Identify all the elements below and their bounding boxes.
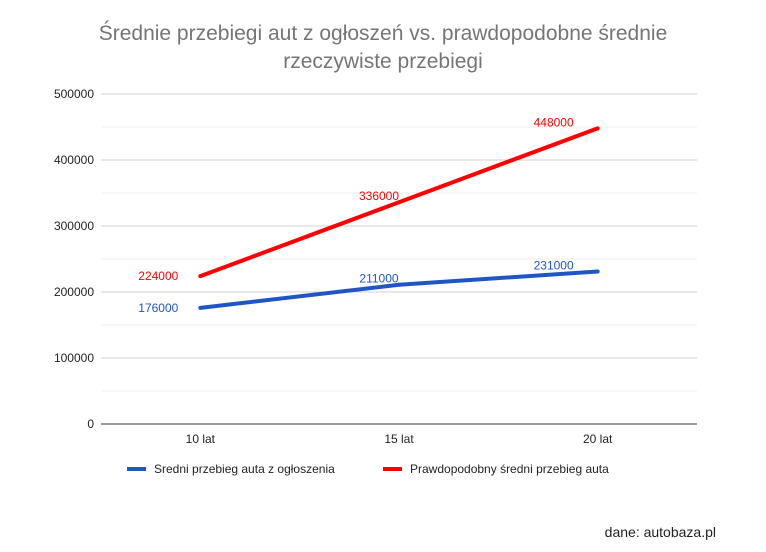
data-label: 224000 <box>138 269 178 283</box>
data-point <box>595 126 600 131</box>
data-point <box>198 274 203 279</box>
series-line <box>200 269 598 310</box>
data-label: 336000 <box>359 189 399 203</box>
y-tick-label: 300000 <box>54 219 94 233</box>
legend-label: Sredni przebieg auta z ogłoszenia <box>154 462 335 476</box>
y-tick-label: 200000 <box>54 285 94 299</box>
chart-title-line-1: Średnie przebiegi aut z ogłoszeń vs. pra… <box>98 22 668 45</box>
y-tick-label: 0 <box>87 417 94 431</box>
x-tick-label: 10 lat <box>186 432 216 446</box>
y-tick-label: 500000 <box>54 87 94 101</box>
data-label: 176000 <box>138 301 178 315</box>
data-point <box>397 200 401 205</box>
chart-title-line-2: rzeczywiste przebiegi <box>283 50 483 73</box>
source-note: dane: autobaza.pl <box>604 524 716 540</box>
chart-title: Średnie przebiegi aut z ogłoszeń vs. pra… <box>0 20 766 76</box>
data-point <box>595 269 600 274</box>
x-tick-label: 15 lat <box>384 432 414 446</box>
data-point <box>198 305 203 310</box>
x-tick-label: 20 lat <box>583 432 613 446</box>
data-label: 231000 <box>534 259 574 273</box>
data-point <box>397 282 401 287</box>
y-tick-label: 400000 <box>54 153 94 167</box>
data-label: 448000 <box>534 115 574 129</box>
legend-label: Prawdopodobny średni przebieg auta <box>410 462 609 476</box>
y-tick-label: 100000 <box>54 351 94 365</box>
data-label: 211000 <box>359 272 398 286</box>
